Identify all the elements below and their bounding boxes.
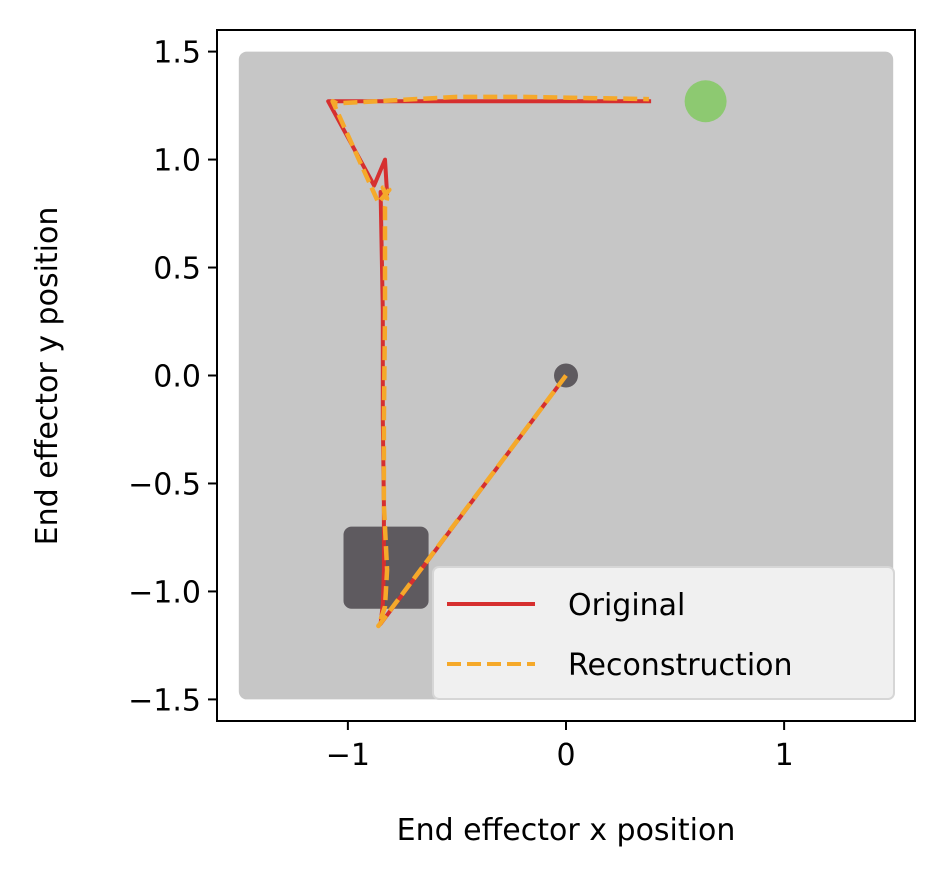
series-line-1	[330, 94, 649, 629]
x-tick-label: 0	[556, 738, 575, 773]
legend-label-1: Reconstruction	[568, 648, 793, 683]
y-tick-label: −0.5	[128, 467, 201, 502]
y-tick-label: 1.0	[153, 144, 201, 179]
axes: −1 0 1 1.5 1.0 0.5 0.0 −0.5 −1.0 −1.5	[128, 29, 916, 773]
x-tick-label: −1	[326, 738, 370, 773]
goal-marker	[684, 80, 727, 123]
x-tick-label: 1	[775, 738, 794, 773]
y-tick-label: 1.5	[153, 36, 201, 71]
y-tick-label: 0.0	[153, 360, 201, 395]
x-axis-label: End effector x position	[397, 813, 736, 848]
legend: Original Reconstruction	[432, 566, 895, 700]
y-axis-label: End effector y position	[30, 207, 65, 546]
plot-area	[238, 51, 894, 700]
y-tick-label: 0.5	[153, 252, 201, 287]
legend-box	[432, 566, 895, 700]
y-tick-label: −1.5	[128, 683, 201, 718]
y-tick-label: −1.0	[128, 575, 201, 610]
legend-label-0: Original	[568, 588, 685, 623]
